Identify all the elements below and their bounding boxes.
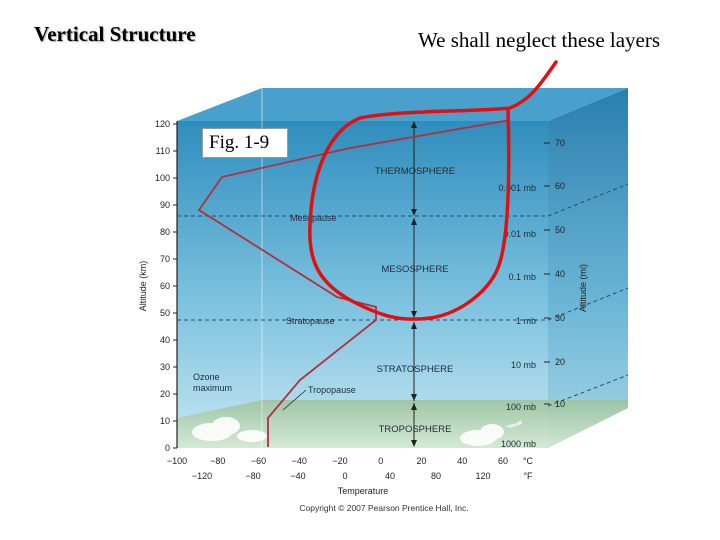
label-mesopause: Mesopause xyxy=(290,213,337,223)
mi-tick-label: 10 xyxy=(555,399,565,409)
arrow-heads xyxy=(411,121,417,447)
airplane-icon xyxy=(505,420,522,428)
fahrenheit-tick-label: −80 xyxy=(245,471,260,481)
mi-tick-label: 50 xyxy=(555,225,565,235)
temperature-axis-label: Temperature xyxy=(338,486,389,496)
pressure-label: 10 mb xyxy=(511,360,536,370)
fahrenheit-tick-label: 120 xyxy=(475,471,490,481)
label-ozone-maximum: maximum xyxy=(193,383,232,393)
annotation-outline xyxy=(308,60,558,321)
label-tropopause: Tropopause xyxy=(308,385,356,395)
mi-tick-label: 40 xyxy=(555,269,565,279)
ground-layer xyxy=(177,400,628,448)
fahrenheit-tick-label: 0 xyxy=(342,471,347,481)
celsius-ticks: −100 −80 −60 −40 −20 0 20 40 60 xyxy=(167,456,508,466)
fahrenheit-unit: °F xyxy=(523,471,533,481)
km-tick-label: 90 xyxy=(160,200,170,210)
tropopause-line-side xyxy=(547,374,629,407)
pressure-label: 1 mb xyxy=(516,316,536,326)
km-tick-label: 30 xyxy=(160,362,170,372)
mi-tick-label: 30 xyxy=(555,313,565,323)
mi-tick-label: 20 xyxy=(555,357,565,367)
mi-tick-label: 60 xyxy=(555,181,565,191)
km-tick-label: 20 xyxy=(160,389,170,399)
layer-mesosphere: MESOSPHERE xyxy=(381,264,448,275)
celsius-tick-label: −20 xyxy=(332,456,347,466)
pressure-label: 1000 mb xyxy=(501,439,536,449)
km-tick-label: 50 xyxy=(160,308,170,318)
fahrenheit-tick-label: 40 xyxy=(385,471,395,481)
fahrenheit-tick-label: 80 xyxy=(431,471,441,481)
km-tick-label: 110 xyxy=(156,146,170,156)
tropopause-leader xyxy=(282,389,307,411)
slide-title: Vertical Structure xyxy=(34,22,196,46)
pressure-labels: 0.001 mb 0.01 mb 0.1 mb 1 mb 10 mb 100 mb 1000… xyxy=(498,183,536,449)
cloud-icon xyxy=(192,417,504,446)
fahrenheit-ticks: −120 −80 −40 0 40 80 120 xyxy=(192,471,491,481)
km-tick-label: 0 xyxy=(165,443,170,453)
box-side-face xyxy=(548,88,628,448)
pressure-label: 100 mb xyxy=(506,402,536,412)
mi-tick-label: 70 xyxy=(555,138,565,148)
pressure-label: 0.001 mb xyxy=(498,183,536,193)
fahrenheit-tick-label: −120 xyxy=(192,471,212,481)
km-tick-label: 120 xyxy=(155,119,170,129)
celsius-tick-label: −100 xyxy=(167,456,187,466)
stratopause-line-side xyxy=(547,287,629,321)
celsius-tick-label: 0 xyxy=(378,456,383,466)
pressure-label: 0.1 mb xyxy=(508,272,536,282)
km-tick-label: 60 xyxy=(160,281,170,291)
celsius-unit: °C xyxy=(523,456,534,466)
celsius-tick-label: 20 xyxy=(416,456,426,466)
label-ozone: Ozone xyxy=(193,372,220,382)
label-stratopause: Stratopause xyxy=(286,316,335,326)
km-tick-label: 40 xyxy=(160,335,170,345)
celsius-tick-label: −40 xyxy=(292,456,307,466)
celsius-tick-label: −60 xyxy=(251,456,266,466)
layer-troposphere: TROPOSPHERE xyxy=(379,424,452,435)
pressure-label: 0.01 mb xyxy=(503,229,536,239)
box-front-face xyxy=(177,121,548,448)
altitude-mi-label: Altitude (mi) xyxy=(578,264,588,312)
altitude-km-label: Altitude (km) xyxy=(138,261,148,312)
fahrenheit-tick-label: −40 xyxy=(290,471,305,481)
celsius-tick-label: 60 xyxy=(498,456,508,466)
layer-thermosphere: THERMOSPHERE xyxy=(375,166,455,177)
mesopause-line-side xyxy=(547,183,629,217)
altitude-mi-ticks: 70 60 50 40 30 20 10 xyxy=(544,138,565,409)
km-tick-label: 100 xyxy=(155,173,170,183)
layer-stratosphere: STRATOSPHERE xyxy=(377,364,454,375)
celsius-tick-label: 40 xyxy=(457,456,467,466)
box-top-face xyxy=(177,88,628,121)
km-tick-label: 80 xyxy=(160,227,170,237)
celsius-tick-label: −80 xyxy=(210,456,225,466)
figure-label: Fig. 1-9 xyxy=(202,128,288,158)
copyright-text: Copyright © 2007 Pearson Prentice Hall, … xyxy=(299,503,468,513)
km-tick-label: 70 xyxy=(160,254,170,264)
km-tick-label: 10 xyxy=(160,416,170,426)
annotation-note: We shall neglect these layers xyxy=(418,28,661,52)
